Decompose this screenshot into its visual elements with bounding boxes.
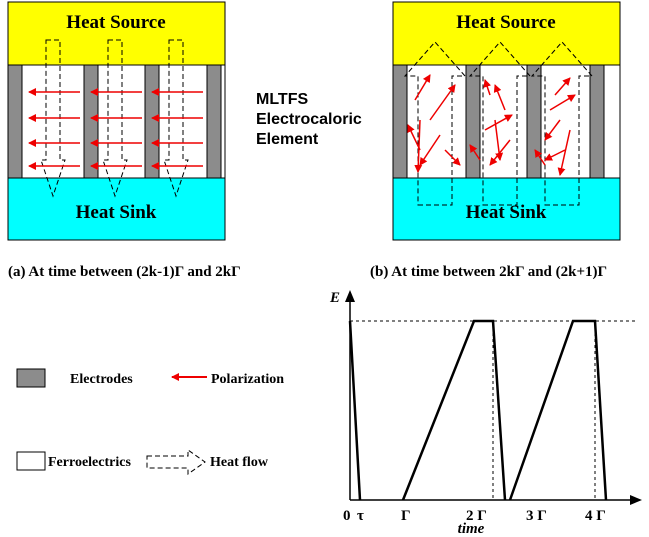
panels — [7, 1, 621, 241]
heat-source — [7, 1, 226, 66]
ferroelectric-region — [392, 64, 621, 179]
polarization-arrow — [534, 149, 546, 166]
heat-flow-swatch — [146, 449, 206, 475]
polarization-arrow — [489, 139, 511, 166]
heat-source-label: Heat Source — [66, 12, 165, 33]
polarization-arrow — [444, 149, 461, 166]
heat-sink-label: Heat Sink — [76, 202, 157, 223]
tick-label: 0 — [343, 508, 351, 524]
legend-label: Polarization — [211, 372, 284, 387]
tick-label: 3 Γ — [526, 508, 547, 524]
waveform — [348, 319, 608, 501]
electrode — [7, 64, 23, 179]
element-label: Electrocaloric — [256, 111, 362, 128]
polarization-arrow — [429, 84, 456, 121]
heat-source — [392, 1, 621, 66]
legend-label: Ferroelectrics — [48, 455, 131, 470]
polarization-arrow — [419, 134, 441, 166]
heat-source-label: Heat Source — [456, 12, 555, 33]
legend-label: Heat flow — [210, 455, 269, 470]
heat-sink — [7, 177, 226, 241]
tick-label: 4 Γ — [585, 508, 606, 524]
electrode — [83, 64, 99, 179]
heat-flow-arrow — [102, 39, 128, 198]
y-axis-label: E — [329, 290, 340, 306]
tick-label: Γ — [401, 508, 411, 524]
electrode — [392, 64, 408, 179]
polarization-arrow — [493, 84, 506, 111]
legend-label: Electrodes — [70, 372, 133, 387]
caption: (a) At time between (2k-1)Γ and 2kΓ — [8, 264, 241, 280]
electrode — [206, 64, 222, 179]
polarization-arrow — [554, 77, 571, 96]
polarization-arrow — [544, 119, 561, 141]
tick-label: τ — [357, 508, 364, 524]
plot: E 0 τ Γ 2 Γ 3 Γ 4 Γ time — [329, 290, 642, 537]
polarization-arrow — [544, 149, 566, 161]
polarization-arrow — [414, 74, 431, 101]
polarization-arrow — [494, 119, 504, 161]
tick-label: 2 Γ — [466, 508, 487, 524]
electrode — [465, 64, 481, 179]
polarization-arrow — [484, 114, 513, 131]
electrode — [144, 64, 160, 179]
electrode — [526, 64, 542, 179]
element-label: MLTFS — [256, 91, 308, 108]
caption: (b) At time between 2kΓ and (2k+1)Γ — [370, 264, 607, 280]
axis-arrow — [345, 290, 355, 302]
polarization-arrow — [483, 79, 492, 96]
heat-sink-label: Heat Sink — [466, 202, 547, 223]
electrode — [589, 64, 605, 179]
polarization-arrow — [414, 119, 423, 173]
polarization-arrow — [557, 129, 571, 176]
x-axis-label: time — [458, 521, 485, 537]
heat-sink — [392, 177, 621, 241]
axis-arrow — [630, 495, 642, 505]
element-label: Element — [256, 131, 319, 148]
ferroelectric-region — [7, 64, 226, 179]
heat-flow-arrow — [40, 39, 66, 198]
ferroelectric-swatch — [16, 451, 46, 471]
polarization-arrow — [469, 144, 481, 161]
electrode-swatch — [16, 368, 46, 388]
polarization-arrow — [407, 124, 421, 151]
polarization-arrow — [549, 94, 576, 111]
heat-flow-arrow — [163, 39, 189, 198]
